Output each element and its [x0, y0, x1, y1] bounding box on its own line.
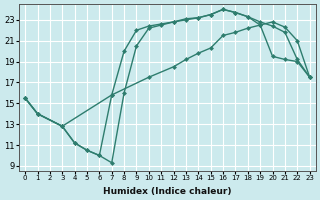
X-axis label: Humidex (Indice chaleur): Humidex (Indice chaleur) — [103, 187, 232, 196]
